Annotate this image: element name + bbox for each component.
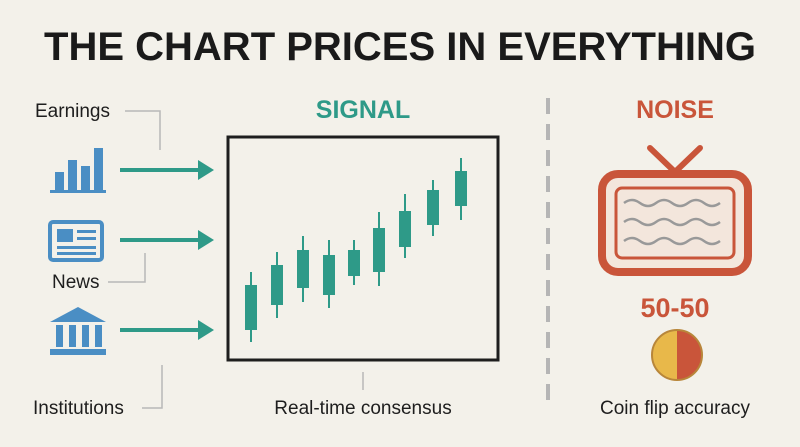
coin-icon [651, 329, 703, 381]
signal-label: SIGNAL [316, 96, 410, 124]
input-label: Institutions [33, 398, 124, 419]
signal-caption: Real-time consensus [274, 398, 451, 419]
noise-label: NOISE [636, 96, 714, 124]
input-label: Earnings [35, 101, 110, 122]
arrows [120, 160, 214, 340]
news-icon [48, 220, 104, 262]
connectors [108, 110, 163, 409]
title: THE CHART PRICES IN EVERYTHING [44, 25, 756, 69]
earnings-icon [50, 148, 106, 193]
noise-caption: Coin flip accuracy [600, 398, 750, 419]
odds-label: 50-50 [640, 293, 709, 323]
candlesticks [245, 158, 467, 342]
tv-icon [598, 145, 752, 276]
institution-icon [50, 307, 106, 355]
input-label: News [52, 272, 100, 293]
chart-frame [226, 135, 500, 362]
